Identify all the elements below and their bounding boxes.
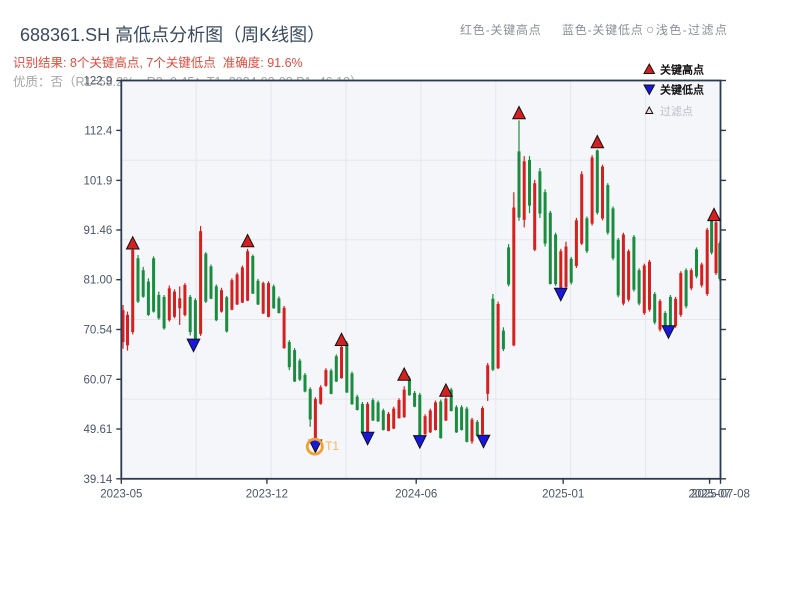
svg-text:70.54: 70.54 (84, 325, 113, 337)
svg-text:2023-05: 2023-05 (100, 489, 142, 501)
svg-text:2023-12: 2023-12 (246, 489, 288, 501)
svg-text:112.4: 112.4 (84, 125, 113, 137)
svg-text:91.46: 91.46 (84, 225, 113, 237)
svg-text:122.9: 122.9 (84, 76, 113, 88)
svg-text:T1: T1 (325, 439, 339, 453)
svg-text:2025-07: 2025-07 (688, 489, 730, 501)
svg-text:关键高点: 关键高点 (660, 63, 704, 77)
svg-text:2025-01: 2025-01 (542, 489, 584, 501)
svg-text:过滤点: 过滤点 (660, 105, 693, 118)
svg-text:101.9: 101.9 (84, 175, 113, 187)
svg-text:60.07: 60.07 (84, 374, 113, 386)
svg-text:2025-07-08: 2025-07-08 (691, 489, 750, 501)
svg-text:39.14: 39.14 (84, 474, 113, 486)
svg-text:关键低点: 关键低点 (660, 83, 704, 97)
svg-text:2024-06: 2024-06 (395, 489, 437, 501)
svg-text:81.00: 81.00 (84, 275, 113, 287)
svg-text:49.61: 49.61 (84, 424, 113, 436)
